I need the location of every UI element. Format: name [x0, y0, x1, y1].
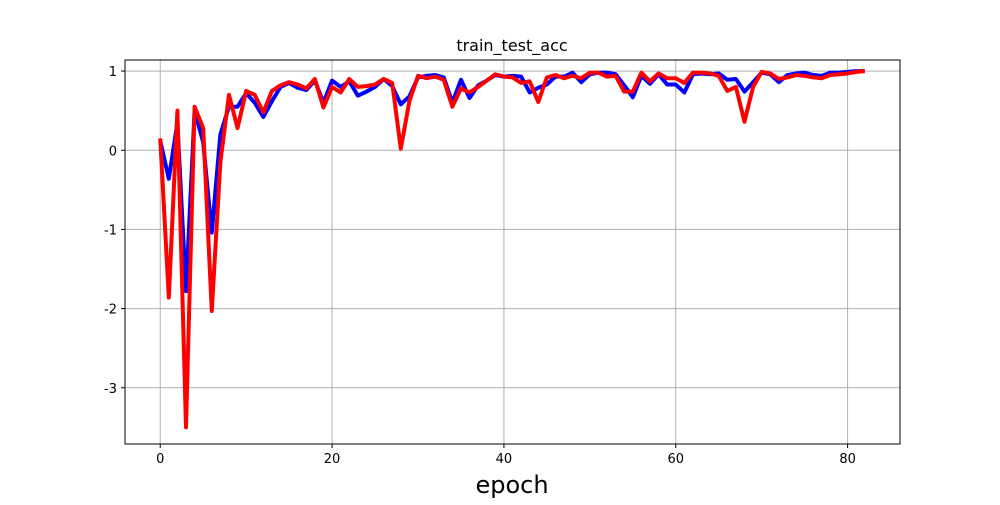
x-tick-label: 80 [839, 452, 856, 467]
plot-frame [124, 59, 901, 445]
y-tick-label: -3 [104, 382, 117, 397]
grid [125, 60, 900, 444]
x-tick-label: 40 [496, 452, 513, 467]
x-tick-label: 20 [324, 452, 341, 467]
chart-title: train_test_acc [456, 36, 567, 56]
series-lines [158, 69, 865, 430]
x-tick-label: 60 [667, 452, 684, 467]
y-tick-label: 0 [109, 144, 117, 159]
y-tick-label: -1 [104, 223, 117, 238]
y-tick-label: 1 [109, 65, 117, 80]
y-tick-label: -2 [104, 303, 117, 318]
series-line-2 [158, 69, 865, 430]
x-tick-label: 0 [156, 452, 164, 467]
axis-ticks: 0 20 40 60 80 1 0 -1 -2 -3 [104, 65, 856, 467]
x-axis-label: epoch [475, 471, 548, 499]
